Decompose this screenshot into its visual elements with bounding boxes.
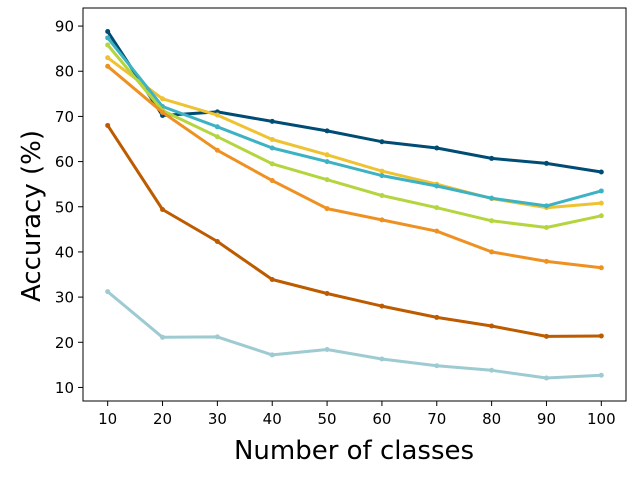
data-point [214,239,220,245]
y-tick-label: 60 [55,153,74,171]
series-group [105,28,604,381]
data-point [379,192,385,198]
data-point [543,225,549,231]
data-point [105,122,111,128]
y-tick-label: 50 [55,198,74,216]
data-point [379,168,385,174]
y-tick-label: 90 [55,18,74,36]
data-point [379,356,385,362]
data-point [379,303,385,309]
series-series-6 [105,122,604,339]
y-tick-label: 10 [55,379,74,397]
data-point [105,42,111,48]
data-point [324,347,330,353]
data-point [269,276,275,282]
data-point [434,205,440,211]
data-point [214,124,220,130]
y-tick-label: 30 [55,289,74,307]
data-point [489,195,495,201]
x-tick-label: 40 [263,410,282,428]
series-series-4 [105,42,604,231]
series-line [106,30,603,174]
data-point [269,178,275,184]
series-line [106,290,603,380]
series-line [106,123,603,338]
x-tick-label: 30 [208,410,227,428]
y-tick-label: 20 [55,334,74,352]
data-point [598,333,604,339]
data-point [598,188,604,194]
data-point [160,206,166,212]
data-point [489,323,495,329]
data-point [214,134,220,140]
data-point [105,35,111,41]
series-series-5 [105,63,604,271]
data-point [269,161,275,167]
x-tick-label: 10 [98,410,117,428]
data-point [379,173,385,179]
data-point [324,206,330,212]
data-point [598,169,604,175]
data-point [160,96,166,102]
x-tick-label: 20 [153,410,172,428]
data-point [543,375,549,381]
data-point [489,249,495,255]
data-point [269,136,275,142]
x-axis: 10 20 30 40 50 60 70 80 90 100 [98,401,616,428]
data-point [489,367,495,373]
data-point [489,218,495,224]
data-point [324,128,330,134]
data-point [489,155,495,161]
data-point [543,160,549,166]
y-tick-label: 40 [55,243,74,261]
data-point [598,372,604,378]
data-point [324,159,330,165]
data-point [598,200,604,206]
data-point [434,228,440,234]
data-point [269,352,275,358]
data-point [379,217,385,223]
data-point [434,145,440,151]
data-point [324,152,330,158]
data-point [105,28,111,34]
y-axis-label: Accuracy (%) [17,130,47,302]
series-line [106,36,603,208]
x-tick-label: 70 [427,410,446,428]
data-point [598,213,604,219]
series-line [106,64,603,270]
data-point [214,112,220,118]
series-series-7 [105,289,604,381]
x-tick-label: 60 [372,410,391,428]
data-point [214,147,220,153]
data-point [214,334,220,340]
data-point [269,118,275,124]
data-point [434,363,440,369]
x-tick-label: 80 [482,410,501,428]
y-axis: 10 20 30 40 50 60 70 80 90 [55,18,83,397]
data-point [543,203,549,209]
series-line [106,43,603,229]
data-point [434,314,440,320]
data-point [105,63,111,69]
data-point [160,109,166,115]
y-tick-label: 80 [55,63,74,81]
y-tick-label: 70 [55,108,74,126]
data-point [269,145,275,151]
data-point [105,289,111,295]
data-point [543,333,549,339]
data-point [543,258,549,264]
data-point [434,183,440,189]
x-axis-label: Number of classes [234,436,474,466]
data-point [160,334,166,340]
x-tick-label: 90 [537,410,556,428]
data-point [324,177,330,183]
data-point [379,139,385,145]
data-point [324,290,330,296]
x-tick-label: 100 [587,410,616,428]
series-series-3 [105,35,604,209]
data-point [105,55,111,61]
data-point [598,265,604,271]
x-tick-label: 50 [318,410,337,428]
